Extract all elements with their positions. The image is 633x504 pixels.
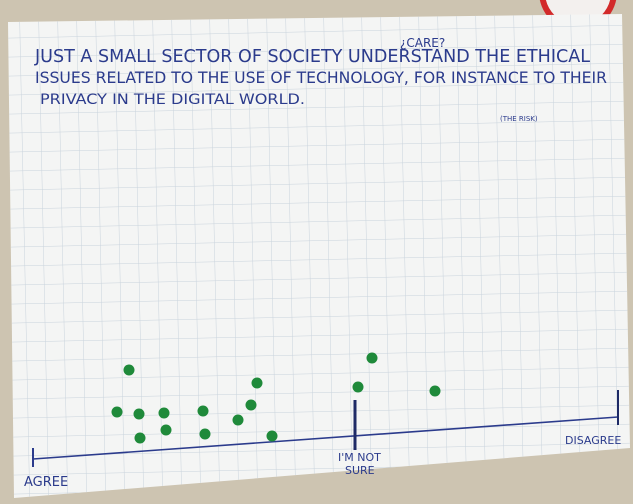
heading-line: JUST A SMALL SECTOR OF SOCIETY UNDERSTAN…	[34, 46, 590, 67]
vote-dot	[429, 385, 441, 397]
vote-dots	[111, 352, 441, 444]
vote-dot	[160, 424, 172, 436]
vote-dot	[232, 414, 244, 426]
vote-dot	[134, 432, 146, 444]
heading-insert: (THE RISK)	[500, 115, 538, 123]
vote-dot	[251, 377, 263, 389]
vote-dot	[111, 406, 123, 418]
vote-dot	[158, 407, 170, 419]
scale-label: DISAGREE	[565, 434, 621, 447]
scale-label: SURE	[345, 464, 375, 477]
vote-dot	[352, 381, 364, 393]
paper-grid	[8, 14, 630, 498]
vote-dot	[266, 430, 278, 442]
vote-dot	[366, 352, 378, 364]
scale-label: I'M NOT	[338, 451, 381, 464]
vote-dot	[133, 408, 145, 420]
scale-label: AGREE	[24, 475, 68, 490]
scale-line	[32, 416, 619, 460]
heading-line: ISSUES RELATED TO THE USE OF TECHNOLOGY,…	[35, 68, 607, 87]
heading-line: PRIVACY IN THE DIGITAL WORLD.	[40, 92, 305, 108]
vote-dot	[197, 405, 209, 417]
vote-dot	[199, 428, 211, 440]
vote-dot	[245, 399, 257, 411]
heading-insert: ¿CARE?	[400, 36, 445, 50]
vote-dot	[123, 364, 135, 376]
